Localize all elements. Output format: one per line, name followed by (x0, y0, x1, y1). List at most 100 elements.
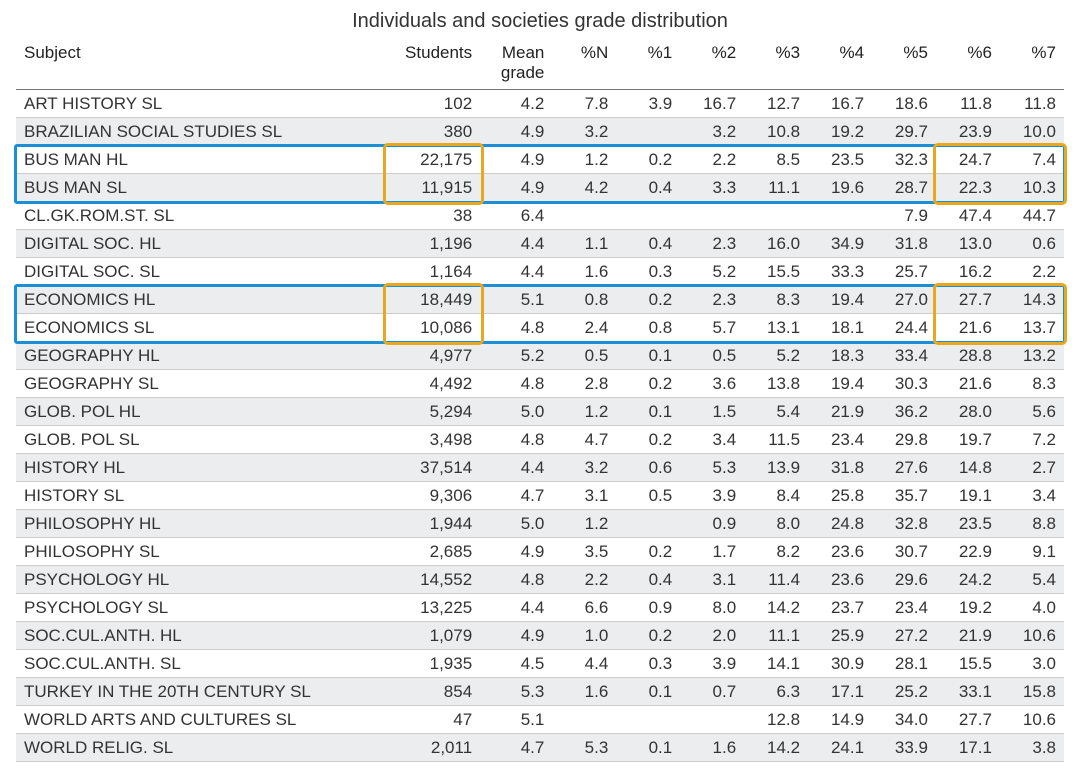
cell-value: 12.7 (744, 90, 808, 118)
cell-mean: 4.2 (480, 90, 552, 118)
cell-p7: 13.2 (1000, 342, 1064, 370)
cell-value: 3.4 (680, 426, 744, 454)
cell-p6: 19.2 (936, 594, 1000, 622)
cell-students: 11,915 (387, 174, 480, 202)
col-pct-1: %1 (616, 39, 680, 90)
cell-value (616, 202, 680, 230)
table-row: CL.GK.ROM.ST. SL386.47.947.444.7 (16, 202, 1064, 230)
cell-value: 3.2 (552, 118, 616, 146)
table-row: SOC.CUL.ANTH. HL1,0794.91.00.22.011.125.… (16, 622, 1064, 650)
cell-p6: 23.9 (936, 118, 1000, 146)
cell-p7: 10.3 (1000, 174, 1064, 202)
table-row: HISTORY HL37,5144.43.20.65.313.931.827.6… (16, 454, 1064, 482)
cell-value: 11.5 (744, 426, 808, 454)
cell-value: 34.9 (808, 230, 872, 258)
cell-value: 1.0 (552, 622, 616, 650)
cell-value: 0.5 (680, 342, 744, 370)
cell-value: 15.5 (744, 258, 808, 286)
cell-p6: 28.8 (936, 342, 1000, 370)
cell-students: 1,944 (387, 510, 480, 538)
cell-students: 37,514 (387, 454, 480, 482)
cell-p6: 16.2 (936, 258, 1000, 286)
table-row: BUS MAN SL11,9154.94.20.43.311.119.628.7… (16, 174, 1064, 202)
cell-value: 14.9 (808, 706, 872, 734)
cell-students: 14,552 (387, 566, 480, 594)
cell-p6: 47.4 (936, 202, 1000, 230)
cell-value: 0.8 (616, 314, 680, 342)
cell-value: 8.4 (744, 482, 808, 510)
cell-value: 8.0 (680, 594, 744, 622)
cell-value (744, 202, 808, 230)
cell-value: 8.0 (744, 510, 808, 538)
cell-value: 23.4 (872, 594, 936, 622)
cell-value: 23.7 (808, 594, 872, 622)
cell-mean: 4.7 (480, 482, 552, 510)
cell-p6: 17.1 (936, 734, 1000, 762)
cell-mean: 5.2 (480, 342, 552, 370)
cell-value: 12.8 (744, 706, 808, 734)
cell-value: 32.3 (872, 146, 936, 174)
cell-students: 9,306 (387, 482, 480, 510)
cell-p7: 44.7 (1000, 202, 1064, 230)
cell-value: 3.9 (616, 90, 680, 118)
cell-value: 0.9 (680, 510, 744, 538)
cell-mean: 4.7 (480, 734, 552, 762)
cell-value: 3.9 (680, 650, 744, 678)
cell-value: 29.7 (872, 118, 936, 146)
cell-value: 8.2 (744, 538, 808, 566)
cell-mean: 5.1 (480, 286, 552, 314)
cell-value: 33.3 (808, 258, 872, 286)
cell-value: 4.4 (552, 650, 616, 678)
table-container: Subject Students Mean grade %N %1 %2 %3 … (16, 39, 1064, 762)
cell-value: 27.0 (872, 286, 936, 314)
table-row: GLOB. POL SL3,4984.84.70.23.411.523.429.… (16, 426, 1064, 454)
cell-value: 0.1 (616, 398, 680, 426)
cell-mean: 4.9 (480, 622, 552, 650)
cell-subject: GEOGRAPHY HL (16, 342, 387, 370)
cell-students: 1,196 (387, 230, 480, 258)
cell-p6: 22.3 (936, 174, 1000, 202)
cell-p7: 2.2 (1000, 258, 1064, 286)
cell-p7: 5.6 (1000, 398, 1064, 426)
cell-value: 24.1 (808, 734, 872, 762)
cell-value: 32.8 (872, 510, 936, 538)
cell-value (680, 706, 744, 734)
cell-value: 1.2 (552, 398, 616, 426)
cell-value: 5.2 (680, 258, 744, 286)
cell-value: 0.5 (616, 482, 680, 510)
cell-value (616, 118, 680, 146)
table-row: ART HISTORY SL1024.27.83.916.712.716.718… (16, 90, 1064, 118)
table-row: HISTORY SL9,3064.73.10.53.98.425.835.719… (16, 482, 1064, 510)
cell-p6: 21.9 (936, 622, 1000, 650)
col-pct-2: %2 (680, 39, 744, 90)
cell-subject: TURKEY IN THE 20TH CENTURY SL (16, 678, 387, 706)
cell-value: 0.8 (552, 286, 616, 314)
cell-value: 23.5 (808, 146, 872, 174)
cell-value: 25.9 (808, 622, 872, 650)
cell-value: 3.5 (552, 538, 616, 566)
cell-subject: SOC.CUL.ANTH. HL (16, 622, 387, 650)
cell-value: 31.8 (872, 230, 936, 258)
cell-value: 2.3 (680, 230, 744, 258)
table-row: TURKEY IN THE 20TH CENTURY SL8545.31.60.… (16, 678, 1064, 706)
cell-value: 2.3 (680, 286, 744, 314)
cell-subject: WORLD RELIG. SL (16, 734, 387, 762)
cell-value: 0.1 (616, 342, 680, 370)
cell-students: 18,449 (387, 286, 480, 314)
cell-value: 23.6 (808, 538, 872, 566)
col-pct-7: %7 (1000, 39, 1064, 90)
cell-value: 2.8 (552, 370, 616, 398)
cell-value: 29.6 (872, 566, 936, 594)
col-pct-4: %4 (808, 39, 872, 90)
table-row: PHILOSOPHY HL1,9445.01.20.98.024.832.823… (16, 510, 1064, 538)
cell-subject: PHILOSOPHY SL (16, 538, 387, 566)
table-row: DIGITAL SOC. HL1,1964.41.10.42.316.034.9… (16, 230, 1064, 258)
cell-p6: 23.5 (936, 510, 1000, 538)
cell-value: 2.4 (552, 314, 616, 342)
cell-subject: SOC.CUL.ANTH. SL (16, 650, 387, 678)
cell-p6: 11.8 (936, 90, 1000, 118)
table-header-row: Subject Students Mean grade %N %1 %2 %3 … (16, 39, 1064, 90)
cell-value: 18.1 (808, 314, 872, 342)
cell-p6: 13.0 (936, 230, 1000, 258)
cell-value: 2.0 (680, 622, 744, 650)
